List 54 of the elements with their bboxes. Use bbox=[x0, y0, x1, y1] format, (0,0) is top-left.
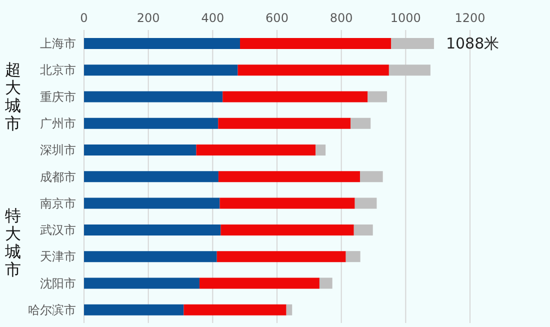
bar bbox=[354, 224, 373, 236]
x-tick-label: 800 bbox=[330, 11, 353, 25]
bar bbox=[84, 64, 238, 76]
x-tick-label: 1200 bbox=[454, 11, 486, 25]
bar bbox=[84, 251, 217, 262]
y-tick-label: 重庆市 bbox=[40, 90, 76, 104]
bar bbox=[84, 144, 196, 156]
x-tick-label: 0 bbox=[80, 11, 88, 25]
y-tick-label: 深圳市 bbox=[40, 143, 76, 158]
bar bbox=[84, 91, 223, 102]
text: 超大城市 bbox=[4, 60, 22, 133]
bar bbox=[220, 224, 354, 236]
bar bbox=[184, 304, 286, 316]
bar bbox=[319, 278, 332, 289]
annotation: 1088米 bbox=[446, 34, 500, 53]
bar bbox=[84, 198, 220, 209]
bar bbox=[220, 198, 355, 209]
bar bbox=[84, 38, 240, 49]
text: 特大城市 bbox=[4, 206, 22, 280]
y-tick-label: 广州市 bbox=[40, 116, 76, 130]
bar bbox=[199, 278, 320, 289]
bar bbox=[238, 64, 389, 76]
y-tick-label: 沈阳市 bbox=[40, 276, 76, 290]
bar bbox=[368, 91, 388, 102]
bar bbox=[84, 224, 221, 236]
bar bbox=[388, 64, 430, 76]
bar bbox=[196, 144, 316, 156]
y-tick-label: 成都市 bbox=[40, 170, 76, 184]
bar bbox=[84, 118, 218, 129]
bar bbox=[222, 91, 368, 102]
bar bbox=[240, 38, 392, 49]
y-tick-label: 哈尔滨市 bbox=[28, 302, 76, 317]
y-tick-label: 北京市 bbox=[40, 63, 76, 78]
bar bbox=[316, 144, 326, 156]
y-tick-label: 南京市 bbox=[40, 196, 76, 210]
y-tick-label: 天津市 bbox=[40, 250, 76, 264]
x-tick-label: 400 bbox=[201, 11, 224, 25]
bar bbox=[350, 118, 371, 129]
bar bbox=[286, 304, 292, 316]
x-tick-label: 1000 bbox=[390, 11, 421, 25]
bar bbox=[84, 171, 218, 182]
bar bbox=[360, 171, 383, 182]
bar bbox=[354, 198, 377, 209]
bar bbox=[216, 251, 346, 262]
x-tick-label: 200 bbox=[136, 11, 160, 25]
bar bbox=[346, 251, 360, 262]
bar bbox=[218, 171, 360, 182]
x-tick-label: 600 bbox=[266, 11, 288, 25]
bar bbox=[391, 38, 434, 49]
y-tick-label: 武汉市 bbox=[40, 223, 76, 238]
bar bbox=[84, 278, 200, 289]
y-tick-label: 上海市 bbox=[40, 36, 76, 51]
bar bbox=[84, 304, 184, 316]
bar bbox=[218, 118, 351, 129]
